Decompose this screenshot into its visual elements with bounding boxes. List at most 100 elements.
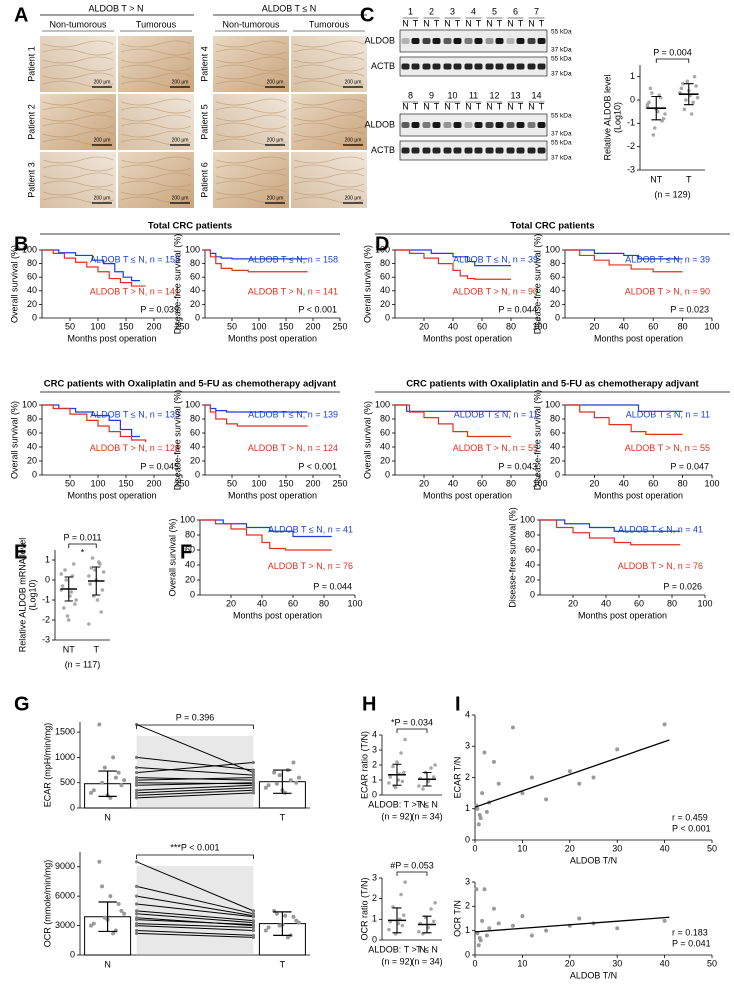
scale-bar-label: 200 μm bbox=[267, 137, 284, 143]
pair-endpoint bbox=[251, 788, 255, 792]
data-point bbox=[111, 931, 116, 936]
data-point bbox=[648, 86, 653, 91]
category-label: T ≤ N bbox=[416, 944, 438, 954]
blot-band bbox=[422, 63, 431, 70]
y-tick-label: 0 bbox=[465, 949, 470, 959]
data-point bbox=[660, 119, 664, 123]
data-point bbox=[400, 779, 405, 784]
lane-number: 12 bbox=[489, 90, 499, 100]
lane-type: T bbox=[497, 101, 503, 111]
x-tick-label: 100 bbox=[532, 321, 547, 331]
y-tick-label: 60 bbox=[380, 427, 390, 437]
tissue-texture bbox=[215, 106, 287, 114]
lane-type: T bbox=[539, 18, 545, 28]
pair-endpoint bbox=[135, 791, 139, 795]
blot-membrane bbox=[399, 56, 548, 77]
blot-row-label: ALDOB bbox=[364, 35, 395, 45]
data-point bbox=[102, 915, 107, 920]
lane-type: N bbox=[444, 18, 451, 28]
x-axis-label: Months post operation bbox=[578, 610, 667, 620]
x-tick-label: 250 bbox=[332, 478, 347, 488]
tissue-texture bbox=[120, 48, 192, 56]
y-tick-label: 0 bbox=[45, 574, 50, 584]
blot-band bbox=[411, 122, 420, 128]
blot-membrane bbox=[399, 113, 548, 137]
tissue-texture bbox=[42, 40, 114, 48]
lane-type: T bbox=[476, 101, 482, 111]
tissue-texture bbox=[215, 122, 287, 130]
panel-letter: H bbox=[362, 693, 376, 715]
data-point bbox=[66, 618, 71, 622]
tissue-texture bbox=[120, 180, 192, 188]
data-point bbox=[694, 84, 698, 88]
blot-band bbox=[495, 122, 504, 128]
pair-endpoint bbox=[251, 778, 255, 782]
data-point bbox=[477, 813, 482, 817]
tissue-texture bbox=[215, 98, 287, 106]
significance-star: * bbox=[81, 547, 85, 557]
legend-label: ALDOB T > N, n = 141 bbox=[248, 287, 338, 297]
x-tick-label: 20 bbox=[419, 478, 429, 488]
ihc-image bbox=[40, 94, 116, 150]
lane-type: N bbox=[423, 101, 430, 111]
y-tick-label: 2 bbox=[372, 893, 377, 903]
tissue-texture bbox=[120, 56, 192, 64]
y-tick-label: 0 bbox=[32, 312, 37, 322]
blot-band bbox=[495, 63, 504, 70]
n-label: (n = 129) bbox=[654, 189, 690, 199]
column-header: Tumorous bbox=[309, 19, 350, 29]
x-tick-label: 20 bbox=[568, 598, 578, 608]
ihc-image bbox=[213, 36, 289, 92]
blot-band bbox=[464, 147, 473, 154]
blot-band bbox=[432, 122, 441, 128]
y-axis-label: (Log10) bbox=[612, 102, 622, 133]
data-point bbox=[102, 765, 107, 770]
lane-type: N bbox=[507, 101, 514, 111]
y-tick-label: -3 bbox=[627, 164, 635, 174]
paired-line bbox=[136, 767, 254, 776]
survival-curve bbox=[205, 249, 308, 273]
data-point bbox=[296, 775, 301, 780]
data-point bbox=[122, 911, 127, 916]
lane-type: N bbox=[402, 18, 409, 28]
p-value: P = 0.044 bbox=[313, 581, 352, 591]
scale-bar-label: 200 μm bbox=[345, 195, 362, 201]
x-tick-label: 80 bbox=[667, 598, 677, 608]
data-point bbox=[119, 783, 124, 788]
paired-line bbox=[136, 885, 254, 915]
y-axis-label: Relative ALDOB level bbox=[602, 74, 612, 160]
y-tick-label: 2 bbox=[465, 901, 470, 911]
tissue-texture bbox=[215, 188, 287, 196]
x-tick-label: 50 bbox=[227, 478, 237, 488]
data-point bbox=[288, 778, 293, 783]
data-point bbox=[73, 602, 77, 606]
tissue-texture bbox=[42, 64, 114, 72]
tissue-texture bbox=[42, 164, 114, 172]
y-axis-label: Overall survival (%) bbox=[362, 245, 372, 323]
kda-marker: 55 kDa bbox=[551, 140, 572, 147]
y-axis-label: OCR (mmole/min/mg) bbox=[42, 860, 52, 948]
pair-endpoint bbox=[135, 928, 139, 933]
paired-line bbox=[136, 919, 254, 926]
x-tick-label: 60 bbox=[477, 321, 487, 331]
p-value: P = 0.041 bbox=[672, 938, 711, 948]
tissue-texture bbox=[293, 122, 365, 130]
p-value: P < 0.001 bbox=[672, 823, 711, 833]
data-point bbox=[59, 572, 64, 576]
data-point bbox=[283, 913, 288, 918]
y-tick-label: 500 bbox=[60, 777, 75, 787]
paired-line bbox=[136, 789, 254, 796]
x-tick-label: 100 bbox=[532, 478, 547, 488]
y-tick-label: 0 bbox=[70, 949, 75, 959]
data-point bbox=[682, 107, 687, 112]
panel-letter: B bbox=[14, 233, 28, 255]
paired-line bbox=[136, 913, 254, 924]
y-tick-label: 80 bbox=[185, 529, 195, 539]
ihc-image bbox=[213, 152, 289, 208]
data-point bbox=[662, 722, 667, 727]
y-tick-label: 100 bbox=[545, 399, 560, 409]
x-tick-label: 250 bbox=[332, 321, 347, 331]
scale-bar-label: 200 μm bbox=[172, 79, 189, 85]
lane-type: T bbox=[497, 18, 503, 28]
data-point bbox=[577, 781, 582, 786]
